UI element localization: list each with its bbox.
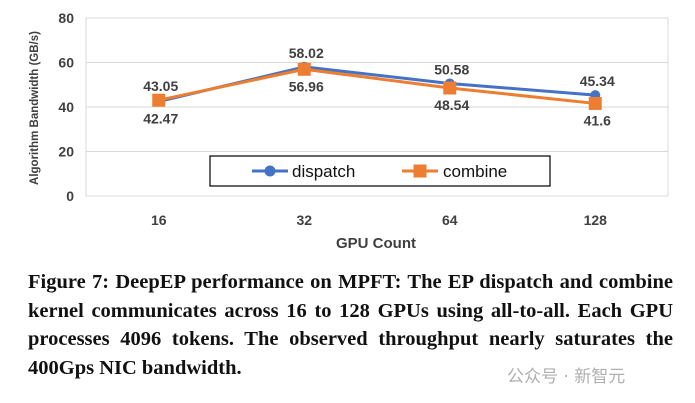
y-tick-label: 80 — [58, 10, 74, 26]
y-tick-label: 60 — [58, 55, 74, 71]
gridlines — [85, 17, 669, 197]
data-label-combine: 43.05 — [143, 78, 178, 94]
data-point-combine — [588, 96, 602, 110]
x-tick-label: 16 — [151, 212, 167, 228]
data-label-dispatch: 50.58 — [434, 61, 469, 77]
data-label-combine: 56.96 — [289, 78, 324, 94]
data-label-dispatch: 58.02 — [289, 45, 324, 61]
data-label-combine: 48.54 — [434, 97, 469, 113]
data-point-combine — [443, 81, 457, 95]
x-axis-label: GPU Count — [336, 235, 416, 252]
watermark: 公众号 · 新智元 — [507, 367, 626, 387]
series-line-combine — [158, 67, 596, 105]
series-lines — [152, 61, 602, 110]
legend: dispatch combine — [209, 155, 551, 187]
data-point-combine — [152, 93, 166, 107]
x-tick-label: 128 — [584, 212, 608, 228]
y-tick-labels: 0 20 40 60 80 — [58, 10, 74, 204]
data-label-combine: 41.6 — [584, 112, 611, 128]
legend-label-dispatch: dispatch — [292, 162, 355, 181]
data-point-combine — [297, 62, 311, 76]
legend-label-combine: combine — [443, 162, 507, 181]
y-tick-label: 40 — [58, 99, 74, 115]
y-tick-label: 0 — [66, 188, 74, 204]
data-label-dispatch: 42.47 — [143, 111, 178, 127]
x-tick-labels: 16 32 64 128 — [151, 212, 607, 228]
legend-marker-combine — [413, 164, 427, 178]
plot-area — [85, 17, 669, 197]
line-chart: 0 20 40 60 80 16 32 64 128 Algorithm Bandwidth … — [29, 10, 669, 252]
x-tick-label: 64 — [442, 212, 458, 228]
data-labels: 42.47 43.05 58.02 56.96 50.58 48.54 45.34 41.6 — [143, 45, 615, 129]
y-axis-label: Algorithm Bandwidth (GB/s) — [29, 31, 41, 185]
y-tick-label: 20 — [58, 144, 74, 160]
data-label-dispatch: 45.34 — [580, 73, 615, 89]
legend-marker-dispatch — [264, 165, 276, 177]
x-tick-label: 32 — [296, 212, 312, 228]
figure-caption: Figure 7: DeepEP performance on MPFT: Th… — [28, 271, 673, 379]
